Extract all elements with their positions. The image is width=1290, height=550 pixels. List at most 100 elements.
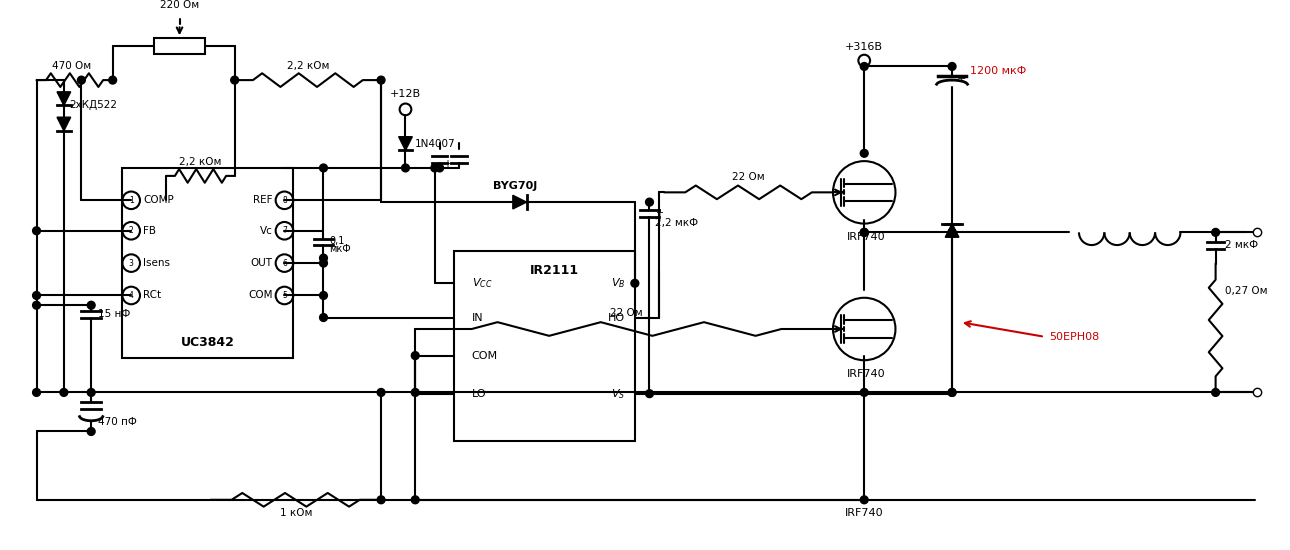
Circle shape (59, 388, 68, 397)
Text: 3: 3 (129, 258, 134, 268)
Text: FB: FB (143, 226, 156, 236)
Text: 2: 2 (129, 226, 134, 235)
Bar (123, 168, 293, 358)
Text: 4: 4 (129, 291, 134, 300)
Bar (454, 251, 635, 441)
Text: 1: 1 (129, 196, 134, 205)
Circle shape (77, 76, 85, 84)
Text: IRF740: IRF740 (846, 369, 885, 379)
Circle shape (88, 388, 95, 397)
Circle shape (948, 388, 956, 397)
Text: 2,2 кОм: 2,2 кОм (286, 62, 329, 72)
Text: REF: REF (253, 195, 272, 205)
Circle shape (32, 388, 40, 397)
Circle shape (860, 388, 868, 397)
Circle shape (320, 259, 328, 267)
Circle shape (860, 63, 868, 70)
Text: мкФ: мкФ (329, 244, 351, 254)
Text: +: + (655, 208, 663, 218)
Text: Isens: Isens (143, 258, 170, 268)
Circle shape (860, 150, 868, 157)
Circle shape (431, 164, 439, 172)
Circle shape (948, 228, 956, 236)
Circle shape (412, 388, 419, 397)
Text: 470 пФ: 470 пФ (98, 417, 137, 427)
Text: 0,1: 0,1 (329, 236, 344, 246)
Bar (154, 38, 205, 54)
Circle shape (412, 351, 419, 360)
Text: $V_B$: $V_B$ (610, 276, 626, 290)
Text: Vc: Vc (259, 226, 272, 236)
Circle shape (1211, 388, 1219, 397)
Text: 5: 5 (283, 291, 286, 300)
Circle shape (108, 76, 116, 84)
Text: LO: LO (472, 389, 486, 399)
Text: 1200 мкФ: 1200 мкФ (970, 67, 1026, 76)
Circle shape (631, 279, 639, 287)
Polygon shape (57, 92, 71, 106)
Text: 15 нФ: 15 нФ (98, 309, 130, 319)
Text: OUT: OUT (250, 258, 272, 268)
Text: IR2111: IR2111 (530, 264, 579, 277)
Text: 22 Ом: 22 Ом (610, 309, 642, 318)
Text: 470 Ом: 470 Ом (52, 62, 92, 72)
Text: 2хКД522: 2хКД522 (70, 101, 117, 111)
Text: COM: COM (248, 290, 272, 300)
Circle shape (401, 164, 409, 172)
Text: +: + (957, 74, 966, 84)
Text: 22 Ом: 22 Ом (733, 172, 765, 182)
Text: 7: 7 (283, 226, 286, 235)
Text: 50ЕРН08: 50ЕРН08 (1050, 332, 1100, 342)
Circle shape (320, 254, 328, 262)
Text: $V_{CC}$: $V_{CC}$ (472, 276, 493, 290)
Circle shape (231, 76, 239, 84)
Text: IRF740: IRF740 (845, 508, 884, 519)
Text: +316В: +316В (845, 42, 884, 52)
Circle shape (32, 292, 40, 299)
Circle shape (32, 301, 40, 309)
Circle shape (377, 496, 384, 504)
Text: 2,2 кОм: 2,2 кОм (179, 157, 222, 167)
Circle shape (948, 228, 956, 236)
Circle shape (32, 227, 40, 235)
Circle shape (645, 198, 654, 206)
Text: 0,27 Ом: 0,27 Ом (1226, 286, 1268, 296)
Text: 2 мкФ: 2 мкФ (1226, 240, 1259, 250)
Polygon shape (399, 137, 413, 150)
Text: 8: 8 (283, 196, 286, 205)
Circle shape (860, 228, 868, 236)
Text: $V_S$: $V_S$ (610, 387, 626, 400)
Text: 1 кОм: 1 кОм (280, 508, 312, 519)
Text: BYG70J: BYG70J (493, 182, 537, 191)
Text: COMP: COMP (143, 195, 174, 205)
Text: IN: IN (472, 312, 484, 322)
Text: COM: COM (472, 350, 498, 361)
Text: +12В: +12В (390, 89, 421, 99)
Circle shape (88, 301, 95, 309)
Circle shape (860, 496, 868, 504)
Circle shape (88, 427, 95, 436)
Circle shape (377, 76, 384, 84)
Polygon shape (513, 195, 526, 209)
Circle shape (412, 496, 419, 504)
Circle shape (645, 390, 654, 398)
Circle shape (377, 388, 384, 397)
Circle shape (948, 388, 956, 397)
Text: UC3842: UC3842 (181, 336, 235, 349)
Circle shape (948, 63, 956, 70)
Circle shape (1211, 228, 1219, 236)
Text: HO: HO (608, 312, 626, 322)
Circle shape (320, 314, 328, 321)
Text: IRF740: IRF740 (846, 232, 885, 242)
Text: +: + (442, 159, 450, 169)
Circle shape (436, 164, 444, 172)
Text: 2,2 мкФ: 2,2 мкФ (655, 218, 698, 228)
Circle shape (860, 228, 868, 236)
Polygon shape (946, 224, 958, 237)
Text: 6: 6 (283, 258, 286, 268)
Text: 220 Ом: 220 Ом (160, 0, 199, 10)
Circle shape (320, 164, 328, 172)
Polygon shape (57, 117, 71, 131)
Text: 1N4007: 1N4007 (415, 139, 455, 148)
Text: RCt: RCt (143, 290, 161, 300)
